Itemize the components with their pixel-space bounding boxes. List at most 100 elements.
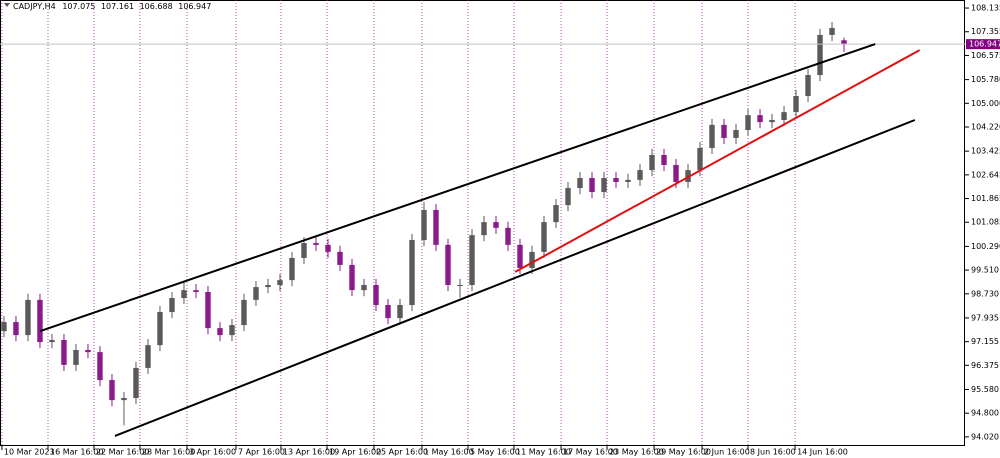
high: 107.161 [101,2,134,11]
price-tag [966,39,1000,50]
candle-body [109,380,115,401]
y-tick-label: 108.135 [971,4,1000,13]
candle-body [301,243,307,258]
candle-body [169,298,175,313]
candle-body [205,291,211,329]
trendline [514,49,921,273]
candle-body [481,222,487,236]
chart-header: CADJPY,H4 107.075 107.161 106.688 106.94… [13,2,211,11]
y-tick-label: 97.935 [971,313,999,322]
candle-body [265,284,271,288]
candle-body [157,312,163,346]
x-tick-label: 14 Jun 16:00 [797,448,848,457]
candle-body [565,188,571,206]
y-tick-label: 100.290 [971,242,1000,251]
candle-body [709,124,715,148]
y-tick-label: 97.155 [971,337,999,346]
candle-body [217,328,223,336]
candle-body [589,178,595,193]
x-tick-label: 16 Mar 16:00 [50,448,103,457]
candle-body [277,280,283,285]
candle-body [577,178,583,189]
candle-body [373,284,379,306]
candle-body [649,154,655,171]
x-tick-label: 11 May 16:00 [516,448,571,457]
y-tick-label: 105.000 [971,99,1000,108]
y-tick-label: 96.375 [971,361,999,370]
x-tick-label: 28 Mar 16:00 [142,448,195,457]
candle-body [409,240,415,306]
x-tick-label: 2 Jun 16:00 [704,448,750,457]
candle-body [313,243,319,245]
candle-body [601,178,607,193]
y-tick-label: 94.020 [971,432,999,441]
y-tick-label: 98.730 [971,289,999,298]
candle-body [37,299,43,343]
y-tick-label: 102.645 [971,170,1000,179]
candle-body [361,284,367,291]
y-tick-label: 107.355 [971,27,1000,36]
candle-body [625,179,631,182]
candle-body [553,205,559,223]
candle-body [181,290,187,299]
y-tick-label: 105.780 [971,75,1000,84]
candle-body [673,164,679,182]
candle-body [817,34,823,76]
candle-body [505,227,511,245]
plot-frame [0,0,965,446]
trendline [39,43,876,333]
x-tick-label: 3 Apr 16:00 [189,448,236,457]
symbol-icon [4,3,10,7]
candle-body [61,339,67,365]
candle-body [193,290,199,292]
x-tick-label: 19 Apr 16:00 [329,448,381,457]
candle-body [121,397,127,401]
candle-body [493,222,499,228]
candle-body [289,257,295,281]
candle-body [229,325,235,336]
x-tick-label: 1 May 16:00 [424,448,474,457]
y-tick-label: 101.085 [971,218,1000,227]
y-tick-label: 95.580 [971,385,999,394]
x-tick-label: 17 May 16:00 [563,448,618,457]
candle-body [349,264,355,291]
candle-body [529,251,535,268]
candle-body [745,115,751,131]
candle-body [25,299,31,336]
candle-body [253,287,259,300]
candle-body [421,209,427,241]
candle-body [397,305,403,319]
candle-body [637,170,643,180]
candle-body [241,299,247,326]
x-tick-label: 29 May 16:00 [656,448,711,457]
candle-body [433,209,439,245]
candle-body [829,27,835,35]
candle-body [97,352,103,381]
candle-body [49,339,55,343]
candle-body [133,367,139,398]
y-tick-label: 101.865 [971,194,1000,203]
symbol: CADJPY,H4 [13,2,56,11]
x-tick-label: 10 Mar 2023 [4,448,55,457]
candle-body [613,178,619,182]
candle-body [469,235,475,285]
low: 106.688 [140,2,173,11]
candle-body [757,115,763,123]
y-tick-label: 94.800 [971,409,999,418]
y-tick-label: 104.220 [971,122,1000,131]
candle-body [697,147,703,171]
y-tick-label: 103.425 [971,147,1000,156]
candle-body [841,40,847,45]
candle-body [781,112,787,121]
candle-body [325,244,331,252]
x-tick-label: 13 Apr 16:00 [283,448,335,457]
candle-body [721,124,727,138]
candle-body [541,222,547,252]
x-tick-label: 7 Apr 16:00 [238,448,285,457]
candle-body [805,75,811,97]
close: 106.947 [178,2,211,11]
x-tick-label: 8 Jun 16:00 [750,448,796,457]
candle-body [517,244,523,268]
candle-body [733,130,739,138]
